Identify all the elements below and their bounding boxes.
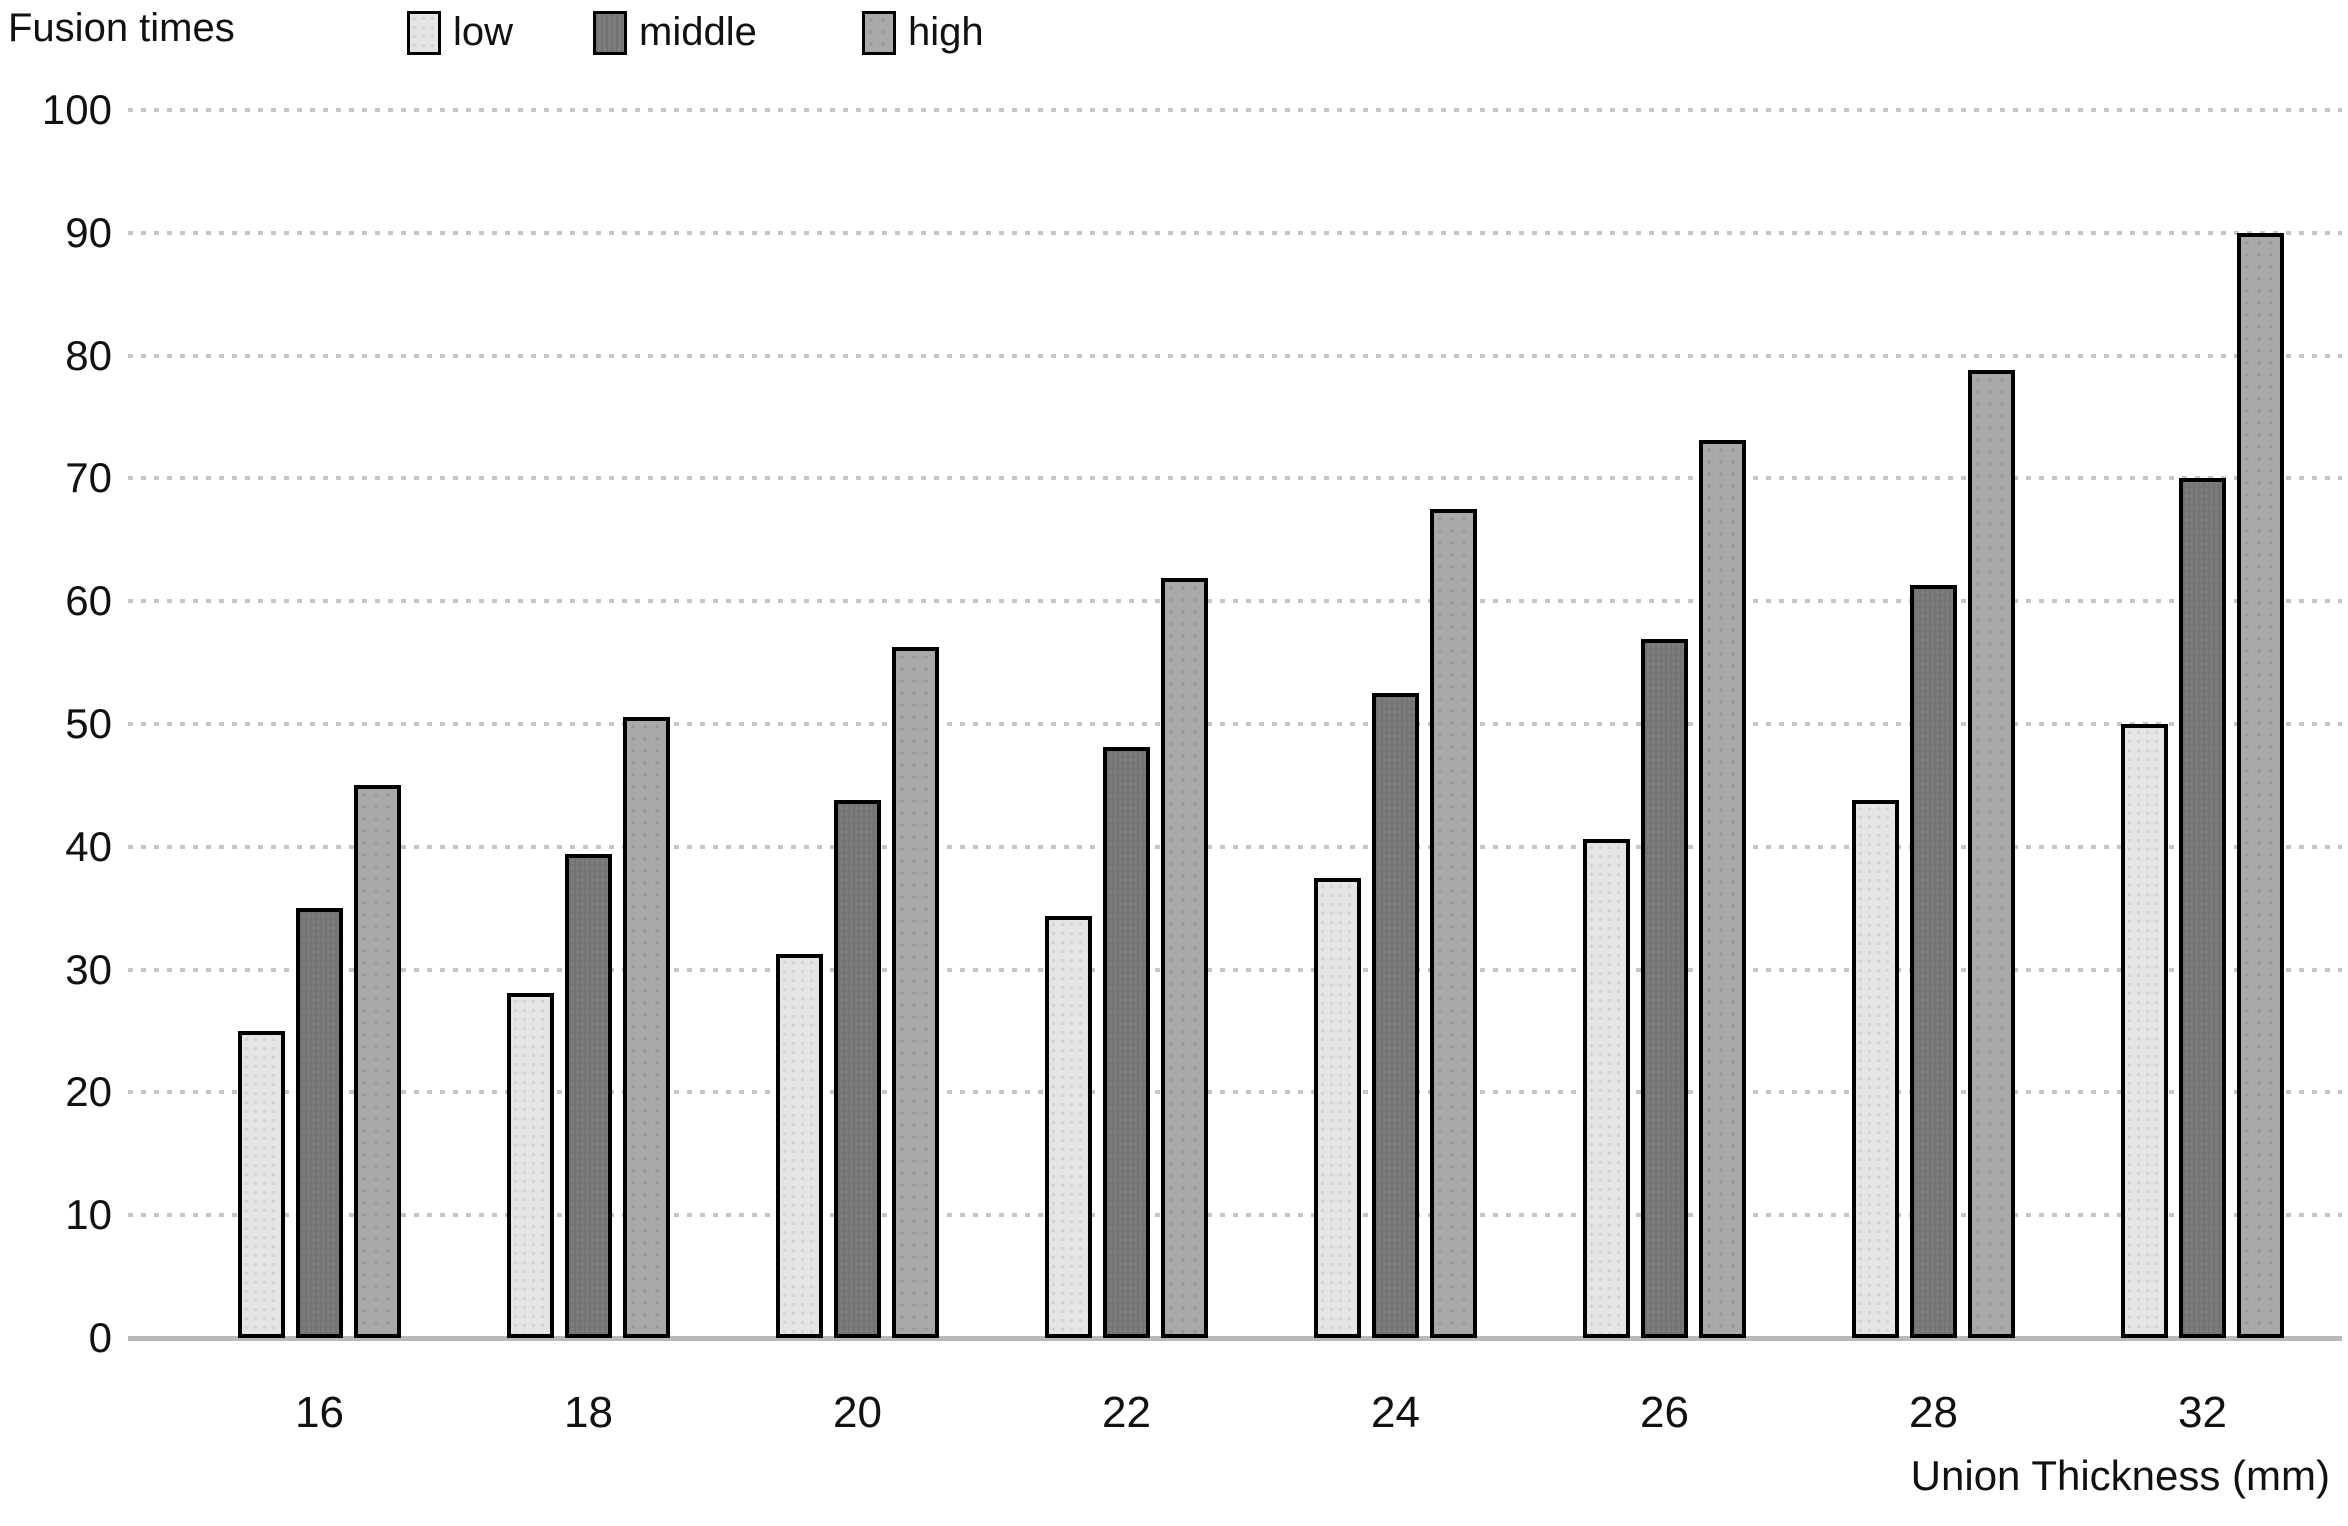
gridline-70 bbox=[128, 476, 2342, 481]
bar-high-28 bbox=[1968, 370, 2015, 1338]
chart-title: Fusion times bbox=[8, 6, 235, 50]
x-tick-label: 20 bbox=[833, 1388, 882, 1437]
bar-low-22 bbox=[1045, 915, 1092, 1338]
legend-swatch-low bbox=[407, 10, 441, 55]
y-tick-label: 50 bbox=[65, 700, 112, 747]
gridline-90 bbox=[128, 230, 2342, 235]
y-tick-label: 40 bbox=[65, 822, 112, 870]
x-tick-label: 24 bbox=[1371, 1388, 1420, 1437]
bar-low-28 bbox=[1852, 800, 1899, 1338]
bar-low-18 bbox=[507, 992, 554, 1338]
bar-middle-24 bbox=[1372, 693, 1419, 1338]
bar-middle-16 bbox=[296, 908, 343, 1338]
legend-label: low bbox=[453, 10, 514, 54]
gridline-50 bbox=[128, 722, 2342, 726]
gridline-40 bbox=[128, 844, 2342, 849]
gridline-10 bbox=[128, 1213, 2342, 1218]
bar-high-24 bbox=[1430, 509, 1477, 1338]
gridline-60 bbox=[128, 599, 2342, 604]
gridline-30 bbox=[128, 967, 2342, 972]
legend: low middle high bbox=[0, 0, 2348, 70]
bar-middle-26 bbox=[1641, 639, 1688, 1338]
y-tick-label: 80 bbox=[65, 331, 112, 379]
bar-middle-28 bbox=[1910, 585, 1957, 1338]
gridline-100 bbox=[128, 108, 2342, 112]
x-axis-title: Union Thickness (mm) bbox=[1910, 1452, 2330, 1499]
bar-high-22 bbox=[1161, 577, 1208, 1338]
x-tick-label: 26 bbox=[1640, 1388, 1689, 1437]
y-tick-label: 100 bbox=[41, 86, 112, 133]
y-tick-label: 60 bbox=[65, 577, 112, 625]
gridline-80 bbox=[128, 353, 2342, 358]
bar-low-26 bbox=[1583, 839, 1630, 1338]
bar-high-20 bbox=[892, 646, 939, 1338]
gridline-20 bbox=[128, 1090, 2342, 1095]
y-tick-label: 20 bbox=[65, 1068, 112, 1116]
legend-item-middle: middle bbox=[593, 10, 757, 55]
x-tick-label: 18 bbox=[564, 1388, 613, 1437]
x-axis-baseline bbox=[128, 1336, 2342, 1341]
x-tick-label: 16 bbox=[295, 1388, 344, 1437]
bar-middle-18 bbox=[565, 854, 612, 1338]
legend-swatch-high bbox=[862, 10, 896, 55]
bar-middle-22 bbox=[1103, 747, 1150, 1338]
legend-label: middle bbox=[639, 10, 757, 54]
bar-middle-32 bbox=[2179, 478, 2226, 1338]
x-tick-label: 22 bbox=[1102, 1388, 1151, 1437]
legend-label: high bbox=[908, 10, 984, 54]
y-tick-label: 10 bbox=[65, 1191, 112, 1239]
bar-high-32 bbox=[2237, 232, 2284, 1338]
y-tick-label: 90 bbox=[65, 208, 112, 256]
bar-high-26 bbox=[1699, 440, 1746, 1338]
x-tick-label: 28 bbox=[1909, 1388, 1958, 1437]
bar-high-16 bbox=[354, 785, 401, 1338]
y-tick-label: 0 bbox=[88, 1314, 112, 1361]
legend-swatch-middle bbox=[593, 10, 627, 55]
y-tick-label: 30 bbox=[65, 945, 112, 993]
legend-item-low: low bbox=[407, 10, 513, 55]
bar-low-20 bbox=[776, 953, 823, 1338]
bar-low-32 bbox=[2121, 724, 2168, 1338]
bar-low-16 bbox=[238, 1031, 285, 1338]
bar-low-24 bbox=[1314, 877, 1361, 1338]
y-tick-label: 70 bbox=[65, 454, 112, 502]
x-tick-label: 32 bbox=[2178, 1388, 2227, 1437]
bar-high-18 bbox=[623, 716, 670, 1338]
bar-middle-20 bbox=[834, 800, 881, 1338]
legend-item-high: high bbox=[862, 10, 984, 55]
